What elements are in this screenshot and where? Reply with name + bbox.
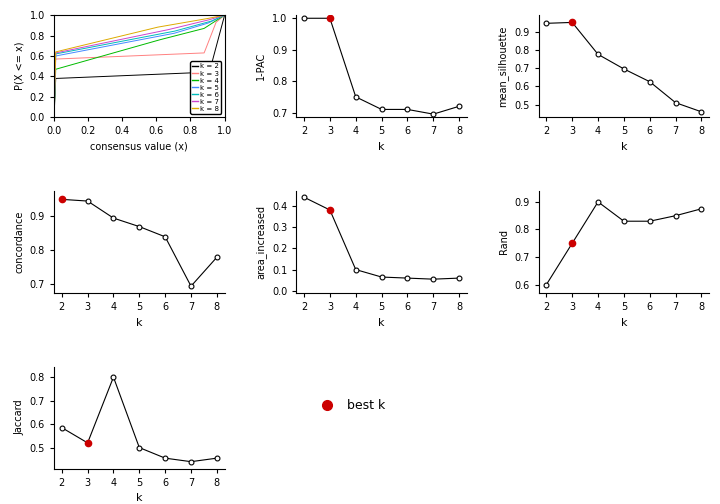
Y-axis label: Rand: Rand (499, 229, 508, 255)
X-axis label: k: k (621, 318, 627, 328)
X-axis label: k: k (621, 142, 627, 152)
Y-axis label: concordance: concordance (14, 211, 24, 273)
Y-axis label: Jaccard: Jaccard (14, 400, 24, 435)
Y-axis label: P(X <= x): P(X <= x) (14, 42, 24, 90)
Y-axis label: 1-PAC: 1-PAC (256, 52, 266, 80)
Text: best k: best k (348, 399, 386, 412)
Y-axis label: area_increased: area_increased (256, 205, 266, 279)
X-axis label: k: k (136, 318, 143, 328)
X-axis label: k: k (378, 318, 385, 328)
X-axis label: k: k (378, 142, 385, 152)
Legend: k = 2, k = 3, k = 4, k = 5, k = 6, k = 7, k = 8: k = 2, k = 3, k = 4, k = 5, k = 6, k = 7… (190, 61, 221, 114)
Y-axis label: mean_silhouette: mean_silhouette (498, 26, 508, 107)
X-axis label: k: k (136, 493, 143, 503)
X-axis label: consensus value (x): consensus value (x) (91, 142, 188, 152)
